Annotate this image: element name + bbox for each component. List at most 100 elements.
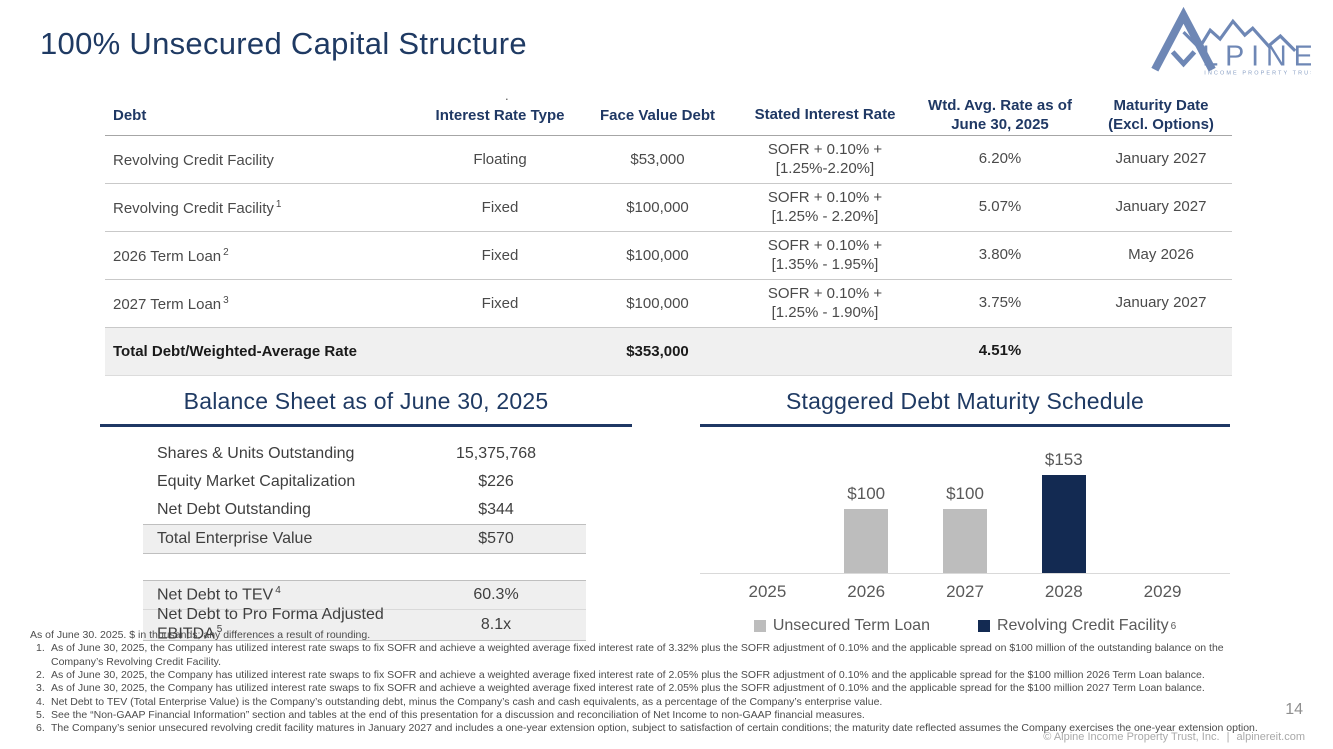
stated-line2: [1.25% - 1.90%] <box>771 303 879 321</box>
logo-wordmark: LPINE <box>1202 41 1311 73</box>
balance-sheet-title-rule <box>100 424 632 427</box>
cell-maturity: January 2027 <box>1115 150 1207 168</box>
stated-line2: [1.25%-2.20%] <box>775 159 875 177</box>
column-header-interest-rate-type: Interest Rate Type <box>435 107 565 124</box>
footnote-ref: 3 <box>223 294 229 306</box>
footnote-text: Net Debt to TEV (Total Enterprise Value)… <box>51 695 883 708</box>
cell-debt: Revolving Credit Facility <box>105 151 425 169</box>
x-tick-label: 2028 <box>1044 582 1083 601</box>
footnote-ref: 4 <box>275 585 281 597</box>
stated-line1: SOFR + 0.10% + <box>767 236 883 254</box>
bs-label: Net Debt Outstanding <box>157 501 311 518</box>
legend-item-unsecured-term-loan: Unsecured Term Loan <box>753 617 932 635</box>
bs-label: Shares & Units Outstanding <box>157 445 355 462</box>
footnote-number: 2. <box>36 668 45 681</box>
stated-line2: [1.35% - 1.95%] <box>771 255 879 273</box>
debt-maturity-chart-section: Staggered Debt Maturity Schedule $100 $1… <box>700 388 1230 635</box>
table-row: 2026 Term Loan 2 Fixed $100,000 SOFR + 0.… <box>105 232 1232 280</box>
x-tick-label: 2026 <box>847 582 886 601</box>
debt-label: 2027 Term Loan <box>113 295 222 313</box>
x-tick-label: 2025 <box>748 582 787 601</box>
x-axis: 2025 2026 2027 2028 2029 <box>700 582 1230 602</box>
footnote-text: As of June 30, 2025, the Company has uti… <box>51 668 1205 681</box>
legend-label: Unsecured Term Loan <box>772 617 930 634</box>
logo-tagline: INCOME PROPERTY TRUST <box>1204 71 1311 77</box>
column-header-debt: Debt <box>113 107 147 124</box>
mountain-logo-icon: LPINE INCOME PROPERTY TRUST <box>1151 6 1319 77</box>
cell-rate-type: Fixed <box>481 199 519 216</box>
cell-maturity: May 2026 <box>1128 246 1194 264</box>
bar <box>1041 475 1086 573</box>
stated-line1: SOFR + 0.10% + <box>767 140 883 158</box>
cell-stated-rate: SOFR + 0.10% + [1.25% - 1.90%] <box>740 285 910 323</box>
table-total-row: Total Debt/Weighted-Average Rate $353,00… <box>105 328 1232 376</box>
bs-label-text: Net Debt to Pro Forma Adjusted EBITDA <box>157 606 384 643</box>
stated-line1: SOFR + 0.10% + <box>767 188 883 206</box>
page-title: 100% Unsecured Capital Structure <box>40 26 527 61</box>
bs-value: $570 <box>478 530 514 547</box>
footnote-ref: 2 <box>223 246 229 258</box>
debt-label: 2026 Term Loan <box>113 247 222 265</box>
footnote-item: 1. As of June 30, 2025, the Company has … <box>30 642 1278 669</box>
bar-stack <box>942 509 987 573</box>
cell-debt: 2026 Term Loan 2 <box>105 247 425 265</box>
footnote-item: 6. The Company’s senior unsecured revolv… <box>30 722 1278 735</box>
footnote-item: 5. See the “Non-GAAP Financial Informati… <box>30 709 1278 722</box>
footnote-ref: 5 <box>216 624 223 636</box>
footnote-item: 4. Net Debt to TEV (Total Enterprise Val… <box>30 696 1278 709</box>
spacer <box>143 554 586 580</box>
footnote-item: 3. As of June 30, 2025, the Company has … <box>30 682 1278 695</box>
footnote-text: As of June 30, 2025, the Company has uti… <box>51 682 1205 695</box>
bar <box>844 509 889 573</box>
debt-table: Debt Interest Rate Type Face Value Debt … <box>105 96 1232 376</box>
copyright-site: alpinereit.com <box>1236 731 1305 743</box>
chart-title: Staggered Debt Maturity Schedule <box>786 388 1144 414</box>
footnote-text: As of June 30, 2025, the Company has uti… <box>51 642 1224 668</box>
cell-wtd-avg: 6.20% <box>978 150 1022 168</box>
bs-label: Equity Market Capitalization <box>157 473 356 490</box>
list-item-total-enterprise-value: Total Enterprise Value $570 <box>143 524 586 554</box>
cell-wtd-avg: 3.80% <box>978 246 1022 264</box>
cell-face-value: $100,000 <box>626 199 689 216</box>
balance-sheet-section: Balance Sheet as of June 30, 2025 Shares… <box>100 388 632 643</box>
cell-stated-rate: SOFR + 0.10% + [1.25% - 2.20%] <box>740 189 910 227</box>
page-number: 14 <box>1285 701 1303 718</box>
stray-dot: . <box>505 88 509 103</box>
total-face-value: $353,000 <box>626 343 689 360</box>
legend-label: Revolving Credit Facility <box>996 617 1169 634</box>
header-line2: June 30, 2025 <box>951 115 1049 133</box>
balance-sheet-title: Balance Sheet as of June 30, 2025 <box>183 388 549 414</box>
cell-rate-type: Fixed <box>481 247 519 264</box>
bar-group <box>1113 548 1212 573</box>
footnote-ref: 1 <box>275 198 282 210</box>
debt-table-header-row: Debt Interest Rate Type Face Value Debt … <box>105 96 1232 136</box>
list-item: Shares & Units Outstanding 15,375,768 <box>143 440 586 468</box>
debt-label: Revolving Credit Facility <box>113 151 274 169</box>
header-line2: (Excl. Options) <box>1108 115 1214 133</box>
column-header-maturity-date: Maturity Date (Excl. Options) <box>1090 97 1232 135</box>
footer-copyright: © Alpine Income Property Trust, Inc. | a… <box>1039 731 1305 743</box>
footnote-number: 1. <box>36 642 45 655</box>
cell-face-value: $100,000 <box>626 247 689 264</box>
bs-label-text: Net Debt to TEV <box>157 586 274 604</box>
cell-wtd-avg: 3.75% <box>978 294 1022 312</box>
header-line1: Maturity Date <box>1113 96 1209 114</box>
list-item-net-debt-to-tev: Net Debt to TEV 4 60.3% <box>143 580 586 610</box>
column-header-face-value-debt: Face Value Debt <box>599 107 716 124</box>
list-item-net-debt-to-ebitda: Net Debt to Pro Forma Adjusted EBITDA 5 8… <box>143 606 586 643</box>
stated-line2: [1.25% - 2.20%] <box>771 207 879 225</box>
cell-face-value: $100,000 <box>626 295 689 312</box>
bar-group: $100 <box>817 484 916 573</box>
column-header-wtd-avg-rate: Wtd. Avg. Rate as of June 30, 2025 <box>910 97 1090 135</box>
table-row: Revolving Credit Facility Floating $53,0… <box>105 136 1232 184</box>
x-tick-label: 2027 <box>946 582 984 601</box>
footnote-preamble: As of June 30. 2025. $ in thousands; any… <box>30 629 371 641</box>
legend-swatch <box>753 620 766 632</box>
copyright-divider: | <box>1226 731 1230 743</box>
cell-maturity: January 2027 <box>1115 294 1207 312</box>
footnote-text: The Company’s senior unsecured revolving… <box>51 722 1258 735</box>
bar-group: $100 <box>916 484 1015 573</box>
cell-debt: Revolving Credit Facility 1 <box>105 199 425 217</box>
footnotes: As of June 30. 2025. $ in thousands; any… <box>30 629 1278 736</box>
stated-line1: SOFR + 0.10% + <box>767 284 883 302</box>
